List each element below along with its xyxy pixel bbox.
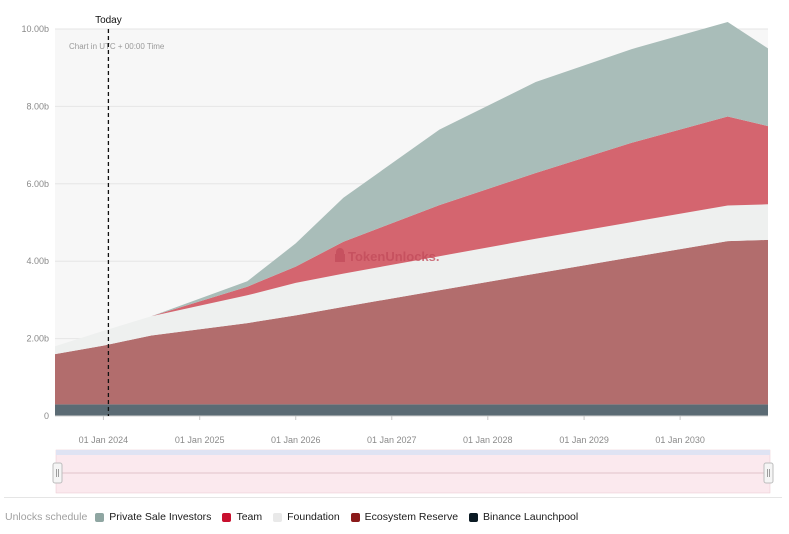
legend-label: Ecosystem Reserve xyxy=(364,511,459,523)
area-private-sale-investors[interactable] xyxy=(55,22,768,347)
watermark-text: TokenUnlocks. xyxy=(348,249,440,264)
area-team[interactable] xyxy=(55,116,768,347)
x-axis: 01 Jan 2024 01 Jan 2025 01 Jan 2026 01 Jan … xyxy=(55,415,768,445)
area-binance-launchpool[interactable] xyxy=(55,404,768,416)
area-series[interactable] xyxy=(55,22,768,416)
navigator-scrollbar[interactable] xyxy=(56,450,770,455)
y-tick-label: 8.00b xyxy=(26,101,49,111)
y-tick-label: 10.00b xyxy=(21,24,49,34)
x-tick-label: 01 Jan 2026 xyxy=(271,435,321,445)
x-tick-label: 01 Jan 2030 xyxy=(655,435,705,445)
legend-swatch xyxy=(95,512,105,522)
legend: Unlocks schedule Private Sale Investors … xyxy=(5,511,589,523)
divider xyxy=(4,497,782,498)
legend-label: Team xyxy=(236,511,263,523)
legend-item-foundation[interactable]: Foundation xyxy=(273,511,340,523)
y-tick-label: 4.00b xyxy=(26,256,49,266)
navigator-left-handle[interactable] xyxy=(52,462,63,484)
legend-item-binance-launchpool[interactable]: Binance Launchpool xyxy=(469,511,578,523)
legend-label: Private Sale Investors xyxy=(109,511,212,523)
legend-item-ecosystem-reserve[interactable]: Ecosystem Reserve xyxy=(350,511,459,523)
legend-label: Foundation xyxy=(287,511,340,523)
y-tick-label: 2.00b xyxy=(26,334,49,344)
x-tick-label: 01 Jan 2027 xyxy=(367,435,417,445)
lock-icon xyxy=(335,248,345,262)
navigator-selection[interactable] xyxy=(55,449,771,494)
legend-swatch xyxy=(273,512,283,522)
y-axis: 0 2.00b 4.00b 6.00b 8.00b 10.00b xyxy=(21,24,49,421)
chart-timezone-note: Chart in UTC + 00:00 Time xyxy=(69,42,165,51)
legend-item-team[interactable]: Team xyxy=(222,511,262,523)
legend-item-private-sale-investors[interactable]: Private Sale Investors xyxy=(95,511,211,523)
legend-title: Unlocks schedule xyxy=(5,511,88,523)
x-tick-label: 01 Jan 2029 xyxy=(559,435,609,445)
y-tick-label: 6.00b xyxy=(26,179,49,189)
legend-swatch xyxy=(469,512,479,522)
y-tick-label: 0 xyxy=(44,411,49,421)
watermark: TokenUnlocks. xyxy=(335,248,440,264)
range-navigator[interactable] xyxy=(52,449,774,494)
navigator-right-handle[interactable] xyxy=(763,462,774,484)
x-tick-label: 01 Jan 2028 xyxy=(463,435,513,445)
legend-swatch xyxy=(222,512,232,522)
today-label: Today xyxy=(95,15,122,26)
legend-swatch xyxy=(350,512,360,522)
area-foundation[interactable] xyxy=(55,204,768,355)
area-ecosystem-reserve[interactable] xyxy=(55,239,768,405)
x-tick-label: 01 Jan 2025 xyxy=(175,435,225,445)
legend-label: Binance Launchpool xyxy=(483,511,579,523)
today-marker: Today xyxy=(95,15,122,416)
x-tick-label: 01 Jan 2024 xyxy=(79,435,129,445)
